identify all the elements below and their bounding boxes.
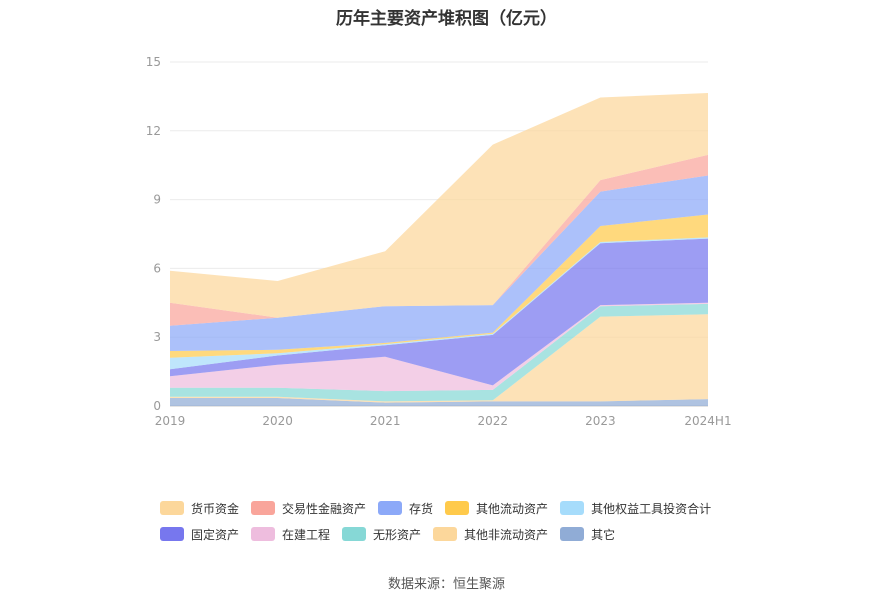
area-series-8 — [170, 154, 708, 326]
legend-label-trading-financial-assets: 交易性金融资产 — [282, 501, 367, 516]
x-tick-label-2022: 2022 — [478, 414, 509, 428]
legend-item-construction-in-progress[interactable]: 在建工程 — [251, 526, 330, 543]
legend-label-cash: 货币资金 — [191, 501, 240, 516]
area-series — [170, 93, 708, 406]
legend-swatch-cash — [160, 501, 184, 515]
legend-label-other-equity-investments: 其他权益工具投资合计 — [591, 501, 712, 516]
x-tick-label-2019: 2019 — [155, 414, 186, 428]
legend-item-inventory[interactable]: 存货 — [378, 500, 433, 517]
y-tick-label-15: 15 — [146, 55, 161, 69]
area-series-2 — [170, 303, 708, 402]
legend-label-inventory: 存货 — [409, 501, 434, 516]
legend-label-intangible-assets: 无形资产 — [373, 527, 422, 542]
area-series-3 — [170, 302, 708, 392]
legend-item-others[interactable]: 其它 — [560, 526, 615, 543]
area-series-9 — [170, 93, 708, 318]
legend-label-other-non-current-assets: 其他非流动资产 — [464, 527, 549, 542]
legend-item-other-equity-investments[interactable]: 其他权益工具投资合计 — [560, 500, 711, 517]
legend-swatch-fixed-assets — [160, 527, 184, 541]
x-tick-label-2021: 2021 — [370, 414, 401, 428]
axes: 0 3 6 9 12 15 2019 2020 2021 2022 2023 2024H1 — [146, 55, 732, 428]
x-tick-label-2023: 2023 — [585, 414, 616, 428]
legend-item-cash[interactable]: 货币资金 — [160, 500, 239, 517]
y-tick-label-0: 0 — [153, 399, 161, 413]
legend-swatch-other-non-current-assets — [433, 527, 458, 541]
y-tick-label-9: 9 — [153, 193, 161, 207]
legend-item-trading-financial-assets[interactable]: 交易性金融资产 — [251, 500, 366, 517]
area-series-5 — [170, 237, 708, 370]
legend-item-fixed-assets[interactable]: 固定资产 — [160, 526, 239, 543]
legend-swatch-inventory — [378, 501, 403, 515]
legend-swatch-other-current-assets — [445, 501, 470, 515]
area-series-7 — [170, 175, 708, 351]
x-tick-label-2024H1: 2024H1 — [684, 414, 731, 428]
legend-swatch-other-equity-investments — [560, 501, 585, 515]
legend-swatch-intangible-assets — [342, 527, 367, 541]
legend-row-1: 货币资金 交易性金融资产 存货 其他流动资产 其他权益工具投资合计 — [160, 495, 760, 521]
y-tick-label-3: 3 — [153, 330, 161, 344]
legend-label-other-current-assets: 其他流动资产 — [476, 501, 549, 516]
legend-label-construction-in-progress: 在建工程 — [282, 527, 331, 542]
y-tick-label-12: 12 — [146, 124, 161, 138]
legend-item-other-current-assets[interactable]: 其他流动资产 — [445, 500, 548, 517]
legend-swatch-construction-in-progress — [251, 527, 276, 541]
legend-label-fixed-assets: 固定资产 — [191, 527, 240, 542]
legend-item-intangible-assets[interactable]: 无形资产 — [342, 526, 421, 543]
area-series-4 — [170, 238, 708, 386]
data-source: 数据来源：恒生聚源 — [387, 577, 505, 592]
legend-label-others: 其它 — [591, 527, 616, 542]
legend-row-2: 固定资产 在建工程 无形资产 其他非流动资产 其它 — [160, 521, 760, 547]
y-tick-label-6: 6 — [153, 261, 161, 275]
area-series-1 — [170, 314, 708, 403]
legend: 货币资金 交易性金融资产 存货 其他流动资产 其他权益工具投资合计 固定资产 在… — [160, 495, 760, 547]
chart-title: 历年主要资产堆积图（亿元） — [336, 9, 557, 29]
legend-swatch-others — [560, 527, 585, 541]
legend-swatch-trading-financial-assets — [251, 501, 276, 515]
area-series-6 — [170, 214, 708, 358]
x-tick-label-2020: 2020 — [262, 414, 293, 428]
legend-item-other-non-current-assets[interactable]: 其他非流动资产 — [433, 526, 548, 543]
